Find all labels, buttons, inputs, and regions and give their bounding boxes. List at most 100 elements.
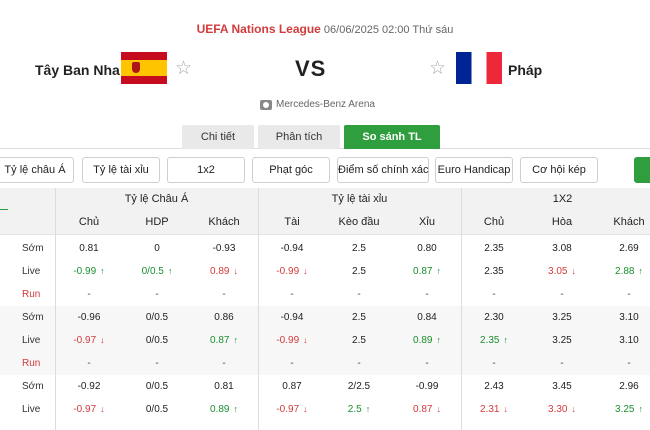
odds-cell[interactable]: -0.96 <box>78 306 101 329</box>
odds-cell[interactable]: -0.94 <box>281 306 304 329</box>
odds-cell[interactable]: 2.35 <box>484 237 503 260</box>
table-row[interactable]: Run - - - - - - - - - <box>0 283 650 306</box>
odds-cell[interactable]: -0.97 ↓ <box>276 398 307 421</box>
odds-cell[interactable]: 2.88 ↑ <box>615 260 643 283</box>
odds-cell[interactable]: 0.87 ↑ <box>413 260 441 283</box>
odds-cell[interactable]: 2.5 ↑ <box>348 398 370 421</box>
odds-cell[interactable]: - <box>222 352 225 375</box>
odds-cell[interactable]: 0.87 ↑ <box>210 329 238 352</box>
odds-cell[interactable]: 2.35 ↑ <box>480 329 508 352</box>
odds-cell[interactable]: 0.81 <box>79 237 98 260</box>
odds-cell[interactable]: 0/0.5 <box>146 306 168 329</box>
odds-cell[interactable]: 0/0.5 <box>146 375 168 398</box>
odds-cell[interactable]: 2.35 <box>484 260 503 283</box>
odds-cell[interactable]: - <box>492 352 495 375</box>
odds-value: -0.94 <box>280 312 304 323</box>
odds-cell[interactable]: -0.94 <box>281 237 304 260</box>
odds-cell[interactable]: 2.5 <box>352 260 366 283</box>
filter-over-under[interactable]: Tỷ lệ tài xỉu <box>82 157 160 183</box>
odds-cell[interactable]: 3.25 ↑ <box>615 398 643 421</box>
tab-odds-compare[interactable]: So sánh TL <box>344 125 440 149</box>
odds-cell[interactable]: - <box>87 283 90 306</box>
odds-cell[interactable]: - <box>627 283 630 306</box>
filter-corners[interactable]: Phạt góc <box>252 157 330 183</box>
odds-cell[interactable]: 0.81 <box>214 375 233 398</box>
odds-cell[interactable]: 3.25 <box>552 306 571 329</box>
odds-cell[interactable]: - <box>425 352 428 375</box>
favorite-away-star-icon[interactable]: ☆ <box>429 58 447 79</box>
odds-cell[interactable]: 2.96 <box>619 375 638 398</box>
odds-cell[interactable]: - <box>155 352 158 375</box>
odds-cell[interactable]: 2/2.5 <box>348 375 370 398</box>
odds-cell[interactable]: 0 <box>154 237 160 260</box>
league-name[interactable]: UEFA Nations League <box>196 22 321 36</box>
odds-cell[interactable]: - <box>560 283 563 306</box>
odds-cell[interactable]: 3.30 ↓ <box>548 398 576 421</box>
table-row[interactable]: Sớm 0.81 0 -0.93 -0.94 2.5 0.80 2.35 3.08 2.69 <box>0 237 650 260</box>
odds-cell[interactable]: 3.05 ↓ <box>548 260 576 283</box>
odds-cell[interactable]: 0.89 ↓ <box>210 260 238 283</box>
odds-cell[interactable]: - <box>357 352 360 375</box>
odds-cell[interactable]: 2.69 <box>619 237 638 260</box>
odds-cell[interactable]: 2.5 <box>352 306 366 329</box>
filter-more-button[interactable] <box>634 157 650 183</box>
tab-details[interactable]: Chi tiết <box>182 125 254 149</box>
odds-cell[interactable]: 0/0.5 ↑ <box>142 260 173 283</box>
table-row[interactable]: Live -0.97 ↓ 0/0.5 0.87 ↑ -0.99 ↓ 2.5 0.89 ↑ 2.35 ↑ 3… <box>0 329 650 352</box>
spain-flag-icon[interactable] <box>121 52 167 84</box>
odds-cell[interactable]: -0.99 ↓ <box>276 260 307 283</box>
odds-cell[interactable]: - <box>627 352 630 375</box>
france-flag-icon[interactable] <box>456 52 502 84</box>
odds-cell[interactable]: -0.97 ↓ <box>73 398 104 421</box>
table-row[interactable]: Sớm -0.96 0/0.5 0.86 -0.94 2.5 0.84 2.30 3.25 3.1… <box>0 306 650 329</box>
odds-cell[interactable]: - <box>222 283 225 306</box>
table-row[interactable]: Live -0.99 ↑ 0/0.5 ↑ 0.89 ↓ -0.99 ↓ 2.5 0.87 ↑ 2.35 3… <box>0 260 650 283</box>
filter-double-chance[interactable]: Cơ hội kép <box>520 157 598 183</box>
odds-cell[interactable]: 0/0.5 <box>146 398 168 421</box>
odds-cell[interactable]: -0.99 ↓ <box>276 329 307 352</box>
home-team-name[interactable]: Tây Ban Nha <box>35 62 120 78</box>
odds-cell[interactable]: 3.10 <box>619 329 638 352</box>
favorite-home-star-icon[interactable]: ☆ <box>175 58 193 79</box>
odds-cell[interactable]: - <box>560 352 563 375</box>
odds-cell[interactable]: 0.87 ↓ <box>413 398 441 421</box>
odds-cell[interactable]: 2.5 <box>352 329 366 352</box>
table-row[interactable]: Run - - - - - - - - - <box>0 352 650 375</box>
odds-cell[interactable]: -0.93 <box>213 237 236 260</box>
odds-cell[interactable]: 2.30 <box>484 306 503 329</box>
odds-cell[interactable]: 0.89 ↑ <box>210 398 238 421</box>
odds-cell[interactable]: -0.92 <box>78 375 101 398</box>
odds-cell[interactable]: 0.86 <box>214 306 233 329</box>
filter-correct-score[interactable]: Điểm số chính xác <box>337 157 429 183</box>
odds-cell[interactable]: -0.99 ↑ <box>73 260 104 283</box>
odds-cell[interactable]: -0.99 <box>416 375 439 398</box>
table-row[interactable]: Live -0.97 ↓ 0/0.5 0.89 ↑ -0.97 ↓ 2.5 ↑ 0.87 ↓ 2.31 ↓… <box>0 398 650 421</box>
odds-cell[interactable]: - <box>425 283 428 306</box>
odds-cell[interactable]: - <box>357 283 360 306</box>
tab-analysis[interactable]: Phân tích <box>258 125 340 149</box>
odds-cell[interactable]: - <box>290 352 293 375</box>
away-team-name[interactable]: Pháp <box>508 62 543 78</box>
arrow-up-icon: ↑ <box>436 266 441 276</box>
odds-cell[interactable]: 2.31 ↓ <box>480 398 508 421</box>
odds-cell[interactable]: 0.84 <box>417 306 436 329</box>
odds-cell[interactable]: 3.25 <box>552 329 571 352</box>
odds-cell[interactable]: - <box>87 352 90 375</box>
odds-cell[interactable]: 0.89 ↑ <box>413 329 441 352</box>
odds-cell[interactable]: - <box>290 283 293 306</box>
odds-cell[interactable]: 3.45 <box>552 375 571 398</box>
odds-cell[interactable]: 0.80 <box>417 237 436 260</box>
odds-cell[interactable]: 3.10 <box>619 306 638 329</box>
odds-cell[interactable]: - <box>492 283 495 306</box>
filter-euro-handicap[interactable]: Euro Handicap <box>435 157 513 183</box>
filter-asian-handicap[interactable]: Tỷ lệ châu Á <box>0 157 74 183</box>
filter-1x2[interactable]: 1x2 <box>167 157 245 183</box>
odds-cell[interactable]: 3.08 <box>552 237 571 260</box>
odds-cell[interactable]: 2.5 <box>352 237 366 260</box>
odds-cell[interactable]: 2.43 <box>484 375 503 398</box>
table-row[interactable]: Sớm -0.92 0/0.5 0.81 0.87 2/2.5 -0.99 2.43 3.45 2… <box>0 375 650 398</box>
odds-cell[interactable]: 0.87 <box>282 375 301 398</box>
odds-cell[interactable]: 0/0.5 <box>146 329 168 352</box>
odds-cell[interactable]: - <box>155 283 158 306</box>
odds-cell[interactable]: -0.97 ↓ <box>73 329 104 352</box>
